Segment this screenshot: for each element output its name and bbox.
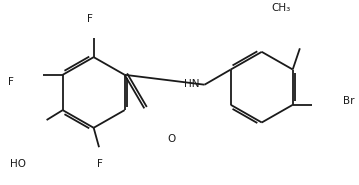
Text: F: F — [87, 14, 93, 24]
Text: Br: Br — [343, 96, 355, 106]
Text: F: F — [8, 77, 14, 87]
Text: HO: HO — [10, 159, 27, 169]
Text: F: F — [97, 159, 103, 169]
Text: HN: HN — [184, 79, 199, 89]
Text: CH₃: CH₃ — [272, 3, 291, 13]
Text: O: O — [168, 134, 176, 144]
